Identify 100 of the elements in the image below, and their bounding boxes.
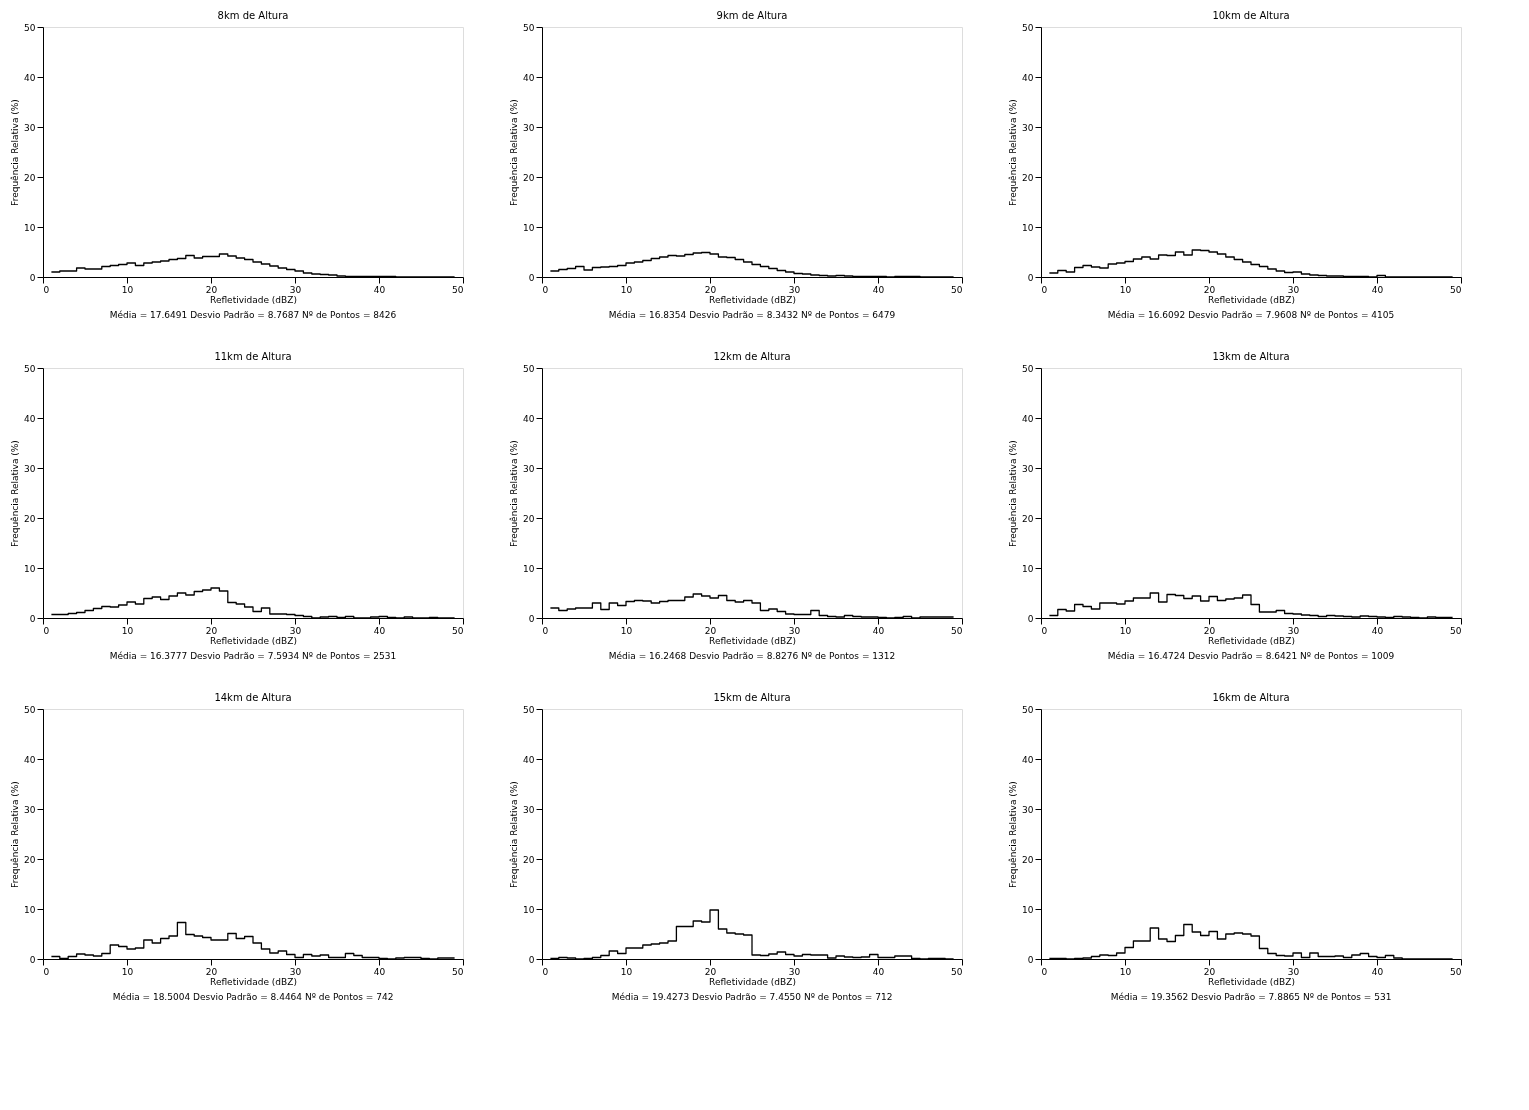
x-tick-label: 50 [452,966,464,977]
y-tick-label: 50 [1022,704,1034,715]
chart-title: 13km de Altura [1212,351,1290,362]
y-tick-label: 10 [523,904,535,915]
y-tick-label: 40 [523,413,535,424]
y-tick-label: 0 [528,613,535,624]
chart-title: 15km de Altura [713,692,791,703]
y-tick-label: 50 [523,22,535,33]
x-tick-label: 50 [1450,625,1462,636]
x-tick-label: 0 [43,284,50,295]
x-tick-label: 0 [1041,966,1048,977]
y-tick-label: 20 [1022,854,1034,865]
x-tick-label: 10 [1119,625,1132,636]
x-tick-label: 30 [788,625,801,636]
y-tick-label: 10 [1022,904,1034,915]
y-tick-label: 20 [24,854,36,865]
y-tick-label: 30 [1022,804,1034,815]
y-axis-title: Frequência Relativa (%) [1008,440,1019,547]
x-tick-label: 30 [1287,966,1300,977]
y-tick-label: 40 [24,754,36,765]
chart-title: 16km de Altura [1212,692,1290,703]
x-tick-label: 30 [289,966,302,977]
y-tick-label: 20 [523,513,535,524]
y-tick-label: 10 [24,563,36,574]
y-tick-label: 40 [1022,754,1034,765]
x-tick-label: 20 [205,284,218,295]
chart-title: 10km de Altura [1212,10,1290,21]
y-tick-label: 30 [1022,122,1034,133]
text: Média = 16.4724 Desvio Padrão = 8.6421 Nº de Pontos = 1009 [1107,651,1395,661]
y-tick-label: 50 [1022,22,1034,33]
chart-title: 11km de Altura [214,351,292,362]
x-tick-label: 20 [1203,966,1216,977]
y-tick-label: 40 [24,72,36,83]
x-tick-label: 40 [872,625,885,636]
x-tick-label: 10 [121,966,134,977]
x-tick-label: 40 [872,284,885,295]
y-tick-label: 20 [523,854,535,865]
x-axis-title: Refletividade (dBZ) [1208,294,1295,305]
y-tick-label: 30 [24,804,36,815]
chart-title: 12km de Altura [713,351,791,362]
x-tick-label: 50 [1450,284,1462,295]
x-tick-label: 50 [452,284,464,295]
x-tick-label: 0 [542,966,549,977]
y-tick-label: 20 [1022,172,1034,183]
y-tick-label: 40 [523,754,535,765]
x-tick-label: 20 [704,284,717,295]
x-tick-label: 50 [951,284,963,295]
x-tick-label: 0 [1041,625,1048,636]
text: Média = 19.3562 Desvio Padrão = 7.8865 Nº de Pontos = 531 [1110,992,1392,1002]
y-tick-label: 10 [24,904,36,915]
x-tick-label: 50 [1450,966,1462,977]
x-axis-title: Refletividade (dBZ) [709,976,796,987]
x-tick-label: 40 [1371,966,1384,977]
x-tick-label: 0 [43,966,50,977]
y-tick-label: 10 [24,222,36,233]
y-tick-label: 10 [523,222,535,233]
x-tick-label: 10 [121,284,134,295]
y-tick-label: 0 [29,272,36,283]
x-tick-label: 10 [620,625,633,636]
x-axis-title: Refletividade (dBZ) [1208,635,1295,646]
text: Média = 16.8354 Desvio Padrão = 8.3432 Nº de Pontos = 6479 [608,310,896,320]
x-tick-label: 20 [1203,284,1216,295]
y-tick-label: 40 [523,72,535,83]
y-tick-label: 30 [24,122,36,133]
y-tick-label: 20 [24,513,36,524]
y-axis-title: Frequência Relativa (%) [1008,781,1019,888]
y-tick-label: 30 [24,463,36,474]
x-tick-label: 50 [452,625,464,636]
y-tick-label: 50 [24,363,36,374]
y-tick-label: 10 [523,563,535,574]
x-axis-title: Refletividade (dBZ) [210,635,297,646]
y-tick-label: 50 [24,22,36,33]
y-tick-label: 40 [24,413,36,424]
y-tick-label: 0 [1027,272,1034,283]
y-tick-label: 30 [523,463,535,474]
x-tick-label: 0 [1041,284,1048,295]
x-tick-label: 40 [872,966,885,977]
x-tick-label: 50 [951,966,963,977]
x-tick-label: 30 [788,966,801,977]
y-tick-label: 50 [1022,363,1034,374]
text: Média = 18.5004 Desvio Padrão = 8.4464 Nº de Pontos = 742 [112,992,394,1002]
x-tick-label: 0 [542,625,549,636]
x-tick-label: 20 [205,966,218,977]
x-tick-label: 30 [1287,284,1300,295]
y-tick-label: 40 [1022,413,1034,424]
text: Média = 16.6092 Desvio Padrão = 7.9608 Nº de Pontos = 4105 [1107,310,1395,320]
y-axis-title: Frequência Relativa (%) [1008,99,1019,206]
y-tick-label: 20 [523,172,535,183]
x-tick-label: 20 [704,625,717,636]
x-axis-title: Refletividade (dBZ) [709,635,796,646]
y-tick-label: 50 [24,704,36,715]
x-axis-title: Refletividade (dBZ) [210,976,297,987]
x-tick-label: 10 [1119,284,1132,295]
x-tick-label: 40 [373,625,386,636]
y-axis-title: Frequência Relativa (%) [509,781,520,888]
text: Média = 17.6491 Desvio Padrão = 8.7687 Nº de Pontos = 8426 [109,310,397,320]
text: Média = 16.3777 Desvio Padrão = 7.5934 Nº de Pontos = 2531 [109,651,397,661]
x-axis-title: Refletividade (dBZ) [1208,976,1295,987]
x-tick-label: 20 [205,625,218,636]
y-tick-label: 10 [1022,222,1034,233]
